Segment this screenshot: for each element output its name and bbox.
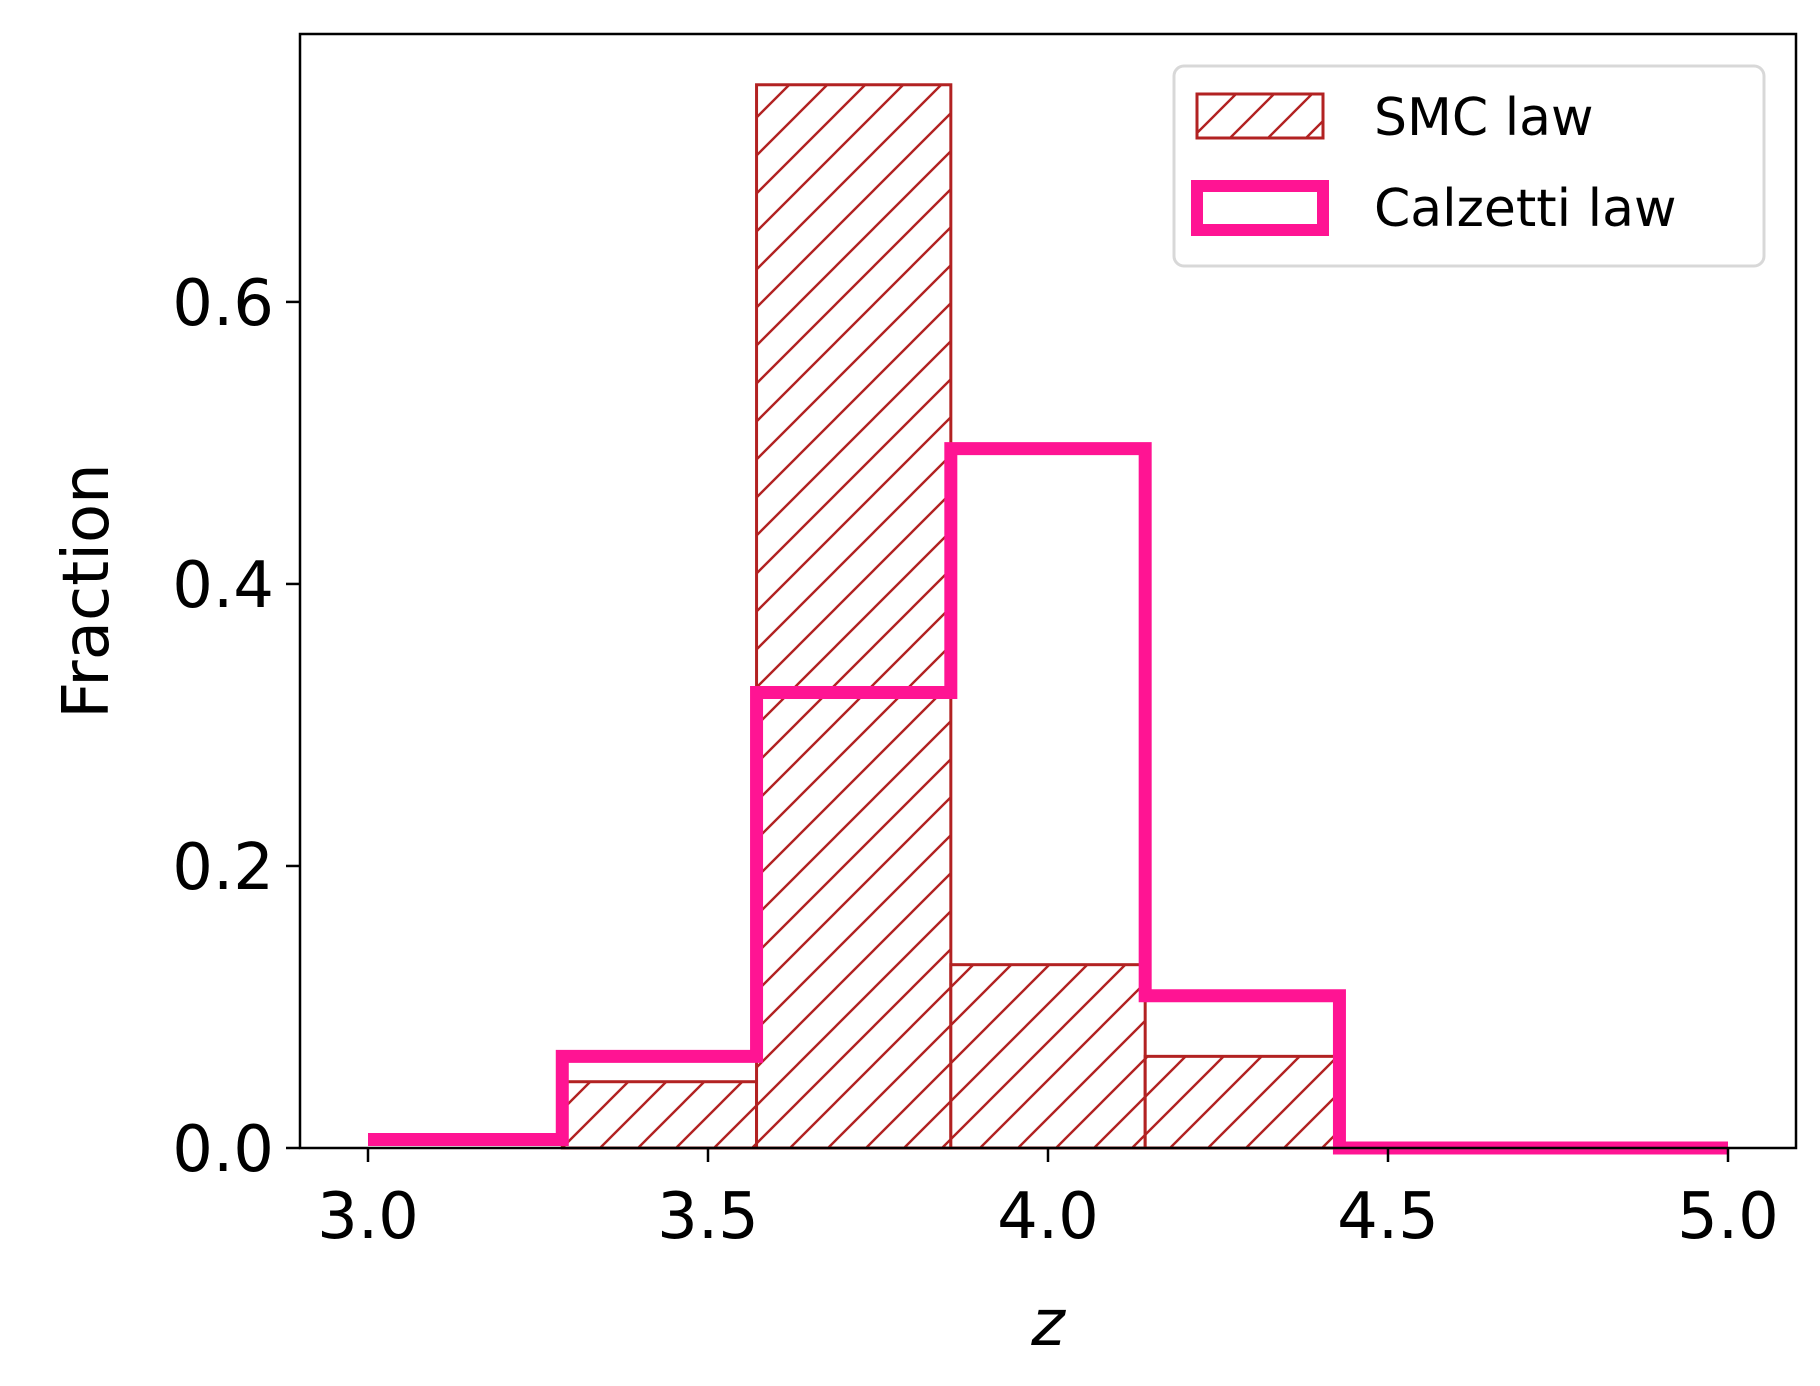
x-tick-label: 3.5 xyxy=(657,1180,759,1254)
smc-bar xyxy=(1143,1054,1341,1150)
legend-label-calzetti: Calzetti law xyxy=(1374,179,1677,239)
legend: SMC law Calzetti law xyxy=(1172,64,1766,268)
smc-bar xyxy=(949,963,1147,1150)
smc-bar xyxy=(755,83,953,1150)
y-axis-label: Fraction xyxy=(50,463,124,718)
legend-label-smc: SMC law xyxy=(1374,88,1594,148)
x-tick-label: 3.0 xyxy=(317,1180,419,1254)
axes: 3.0 3.5 4.0 4.5 5.0 0.0 0.2 0.4 0.6 xyxy=(172,32,1798,1254)
smc-bar xyxy=(560,1080,759,1150)
x-tick-label: 4.0 xyxy=(997,1180,1099,1254)
legend-swatch-calzetti xyxy=(1191,180,1329,236)
y-tick-label: 0.4 xyxy=(172,549,274,623)
x-tick-label: 5.0 xyxy=(1677,1180,1779,1254)
x-axis-label: z xyxy=(1030,1287,1066,1361)
plot-area xyxy=(368,83,1728,1155)
y-tick-label: 0.2 xyxy=(172,831,274,905)
y-tick-label: 0.0 xyxy=(172,1113,274,1187)
y-tick-label: 0.6 xyxy=(172,267,274,341)
legend-swatch-smc xyxy=(1195,92,1325,140)
x-tick-label: 4.5 xyxy=(1337,1180,1439,1254)
